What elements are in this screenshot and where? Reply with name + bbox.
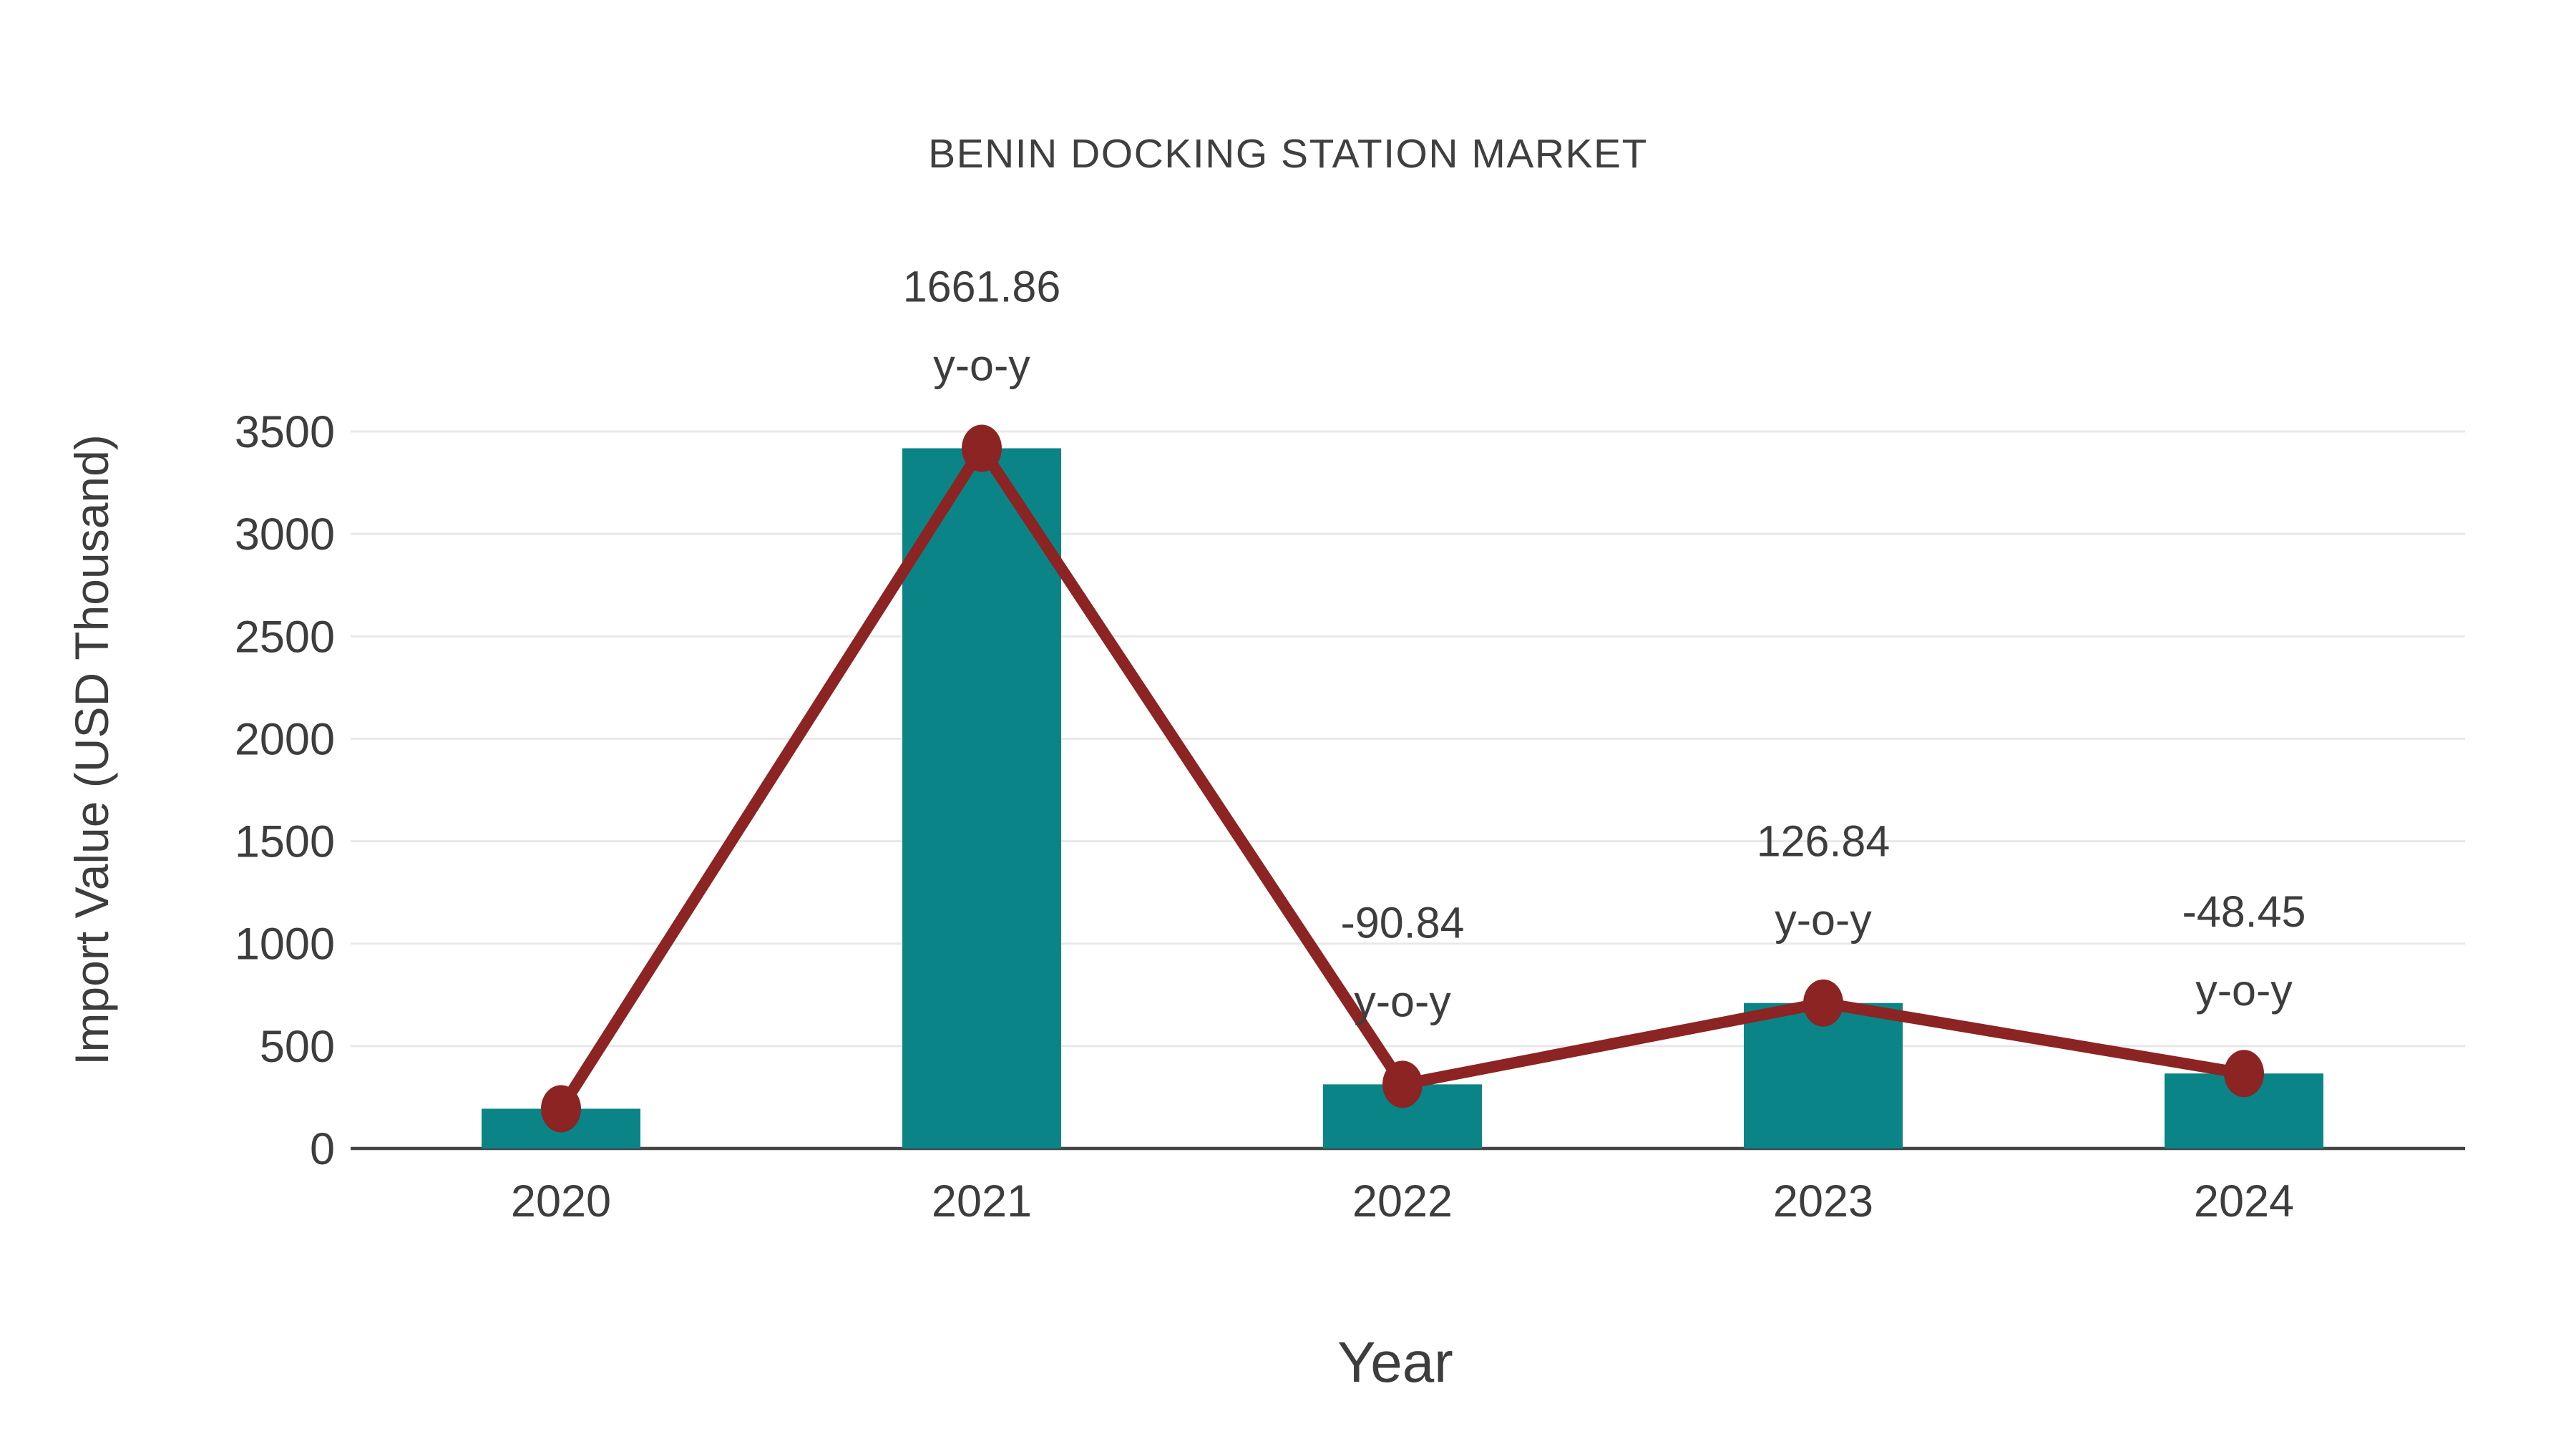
- marker-2023: [1803, 979, 1843, 1027]
- annotation-value-2022: -90.84: [1341, 898, 1465, 947]
- y-tick-label-1500: 1500: [235, 817, 335, 867]
- x-tick-label-2022: 2022: [1352, 1176, 1453, 1226]
- annotation-value-2021: 1661.86: [903, 262, 1061, 311]
- marker-2020: [541, 1085, 581, 1133]
- bar-2021: [902, 448, 1061, 1148]
- annotation-value-2023: 126.84: [1757, 817, 1890, 866]
- marker-2022: [1382, 1060, 1423, 1108]
- x-tick-label-2023: 2023: [1773, 1176, 1873, 1226]
- bar-2023: [1744, 1002, 1903, 1148]
- y-tick-label-3500: 3500: [235, 407, 335, 457]
- y-tick-label-0: 0: [310, 1124, 335, 1174]
- annotation-label-2022: y-o-y: [1354, 977, 1451, 1025]
- chart-title: BENIN DOCKING STATION MARKET: [928, 131, 1648, 177]
- annotation-value-2024: -48.45: [2182, 887, 2306, 936]
- x-tick-label-2024: 2024: [2194, 1176, 2294, 1226]
- y-tick-label-2500: 2500: [235, 612, 335, 662]
- y-tick-label-1000: 1000: [235, 919, 335, 970]
- annotation-label-2023: y-o-y: [1775, 896, 1872, 945]
- x-tick-label-2021: 2021: [932, 1176, 1032, 1226]
- y-tick-label-3000: 3000: [235, 509, 335, 560]
- x-tick-label-2020: 2020: [511, 1176, 611, 1226]
- y-tick-label-2000: 2000: [235, 714, 335, 764]
- annotation-label-2021: y-o-y: [933, 341, 1030, 389]
- x-axis-title: Year: [1337, 1330, 1453, 1394]
- annotation-label-2024: y-o-y: [2195, 966, 2293, 1015]
- y-tick-label-500: 500: [260, 1022, 335, 1072]
- marker-2021: [962, 424, 1002, 472]
- marker-2024: [2224, 1050, 2264, 1098]
